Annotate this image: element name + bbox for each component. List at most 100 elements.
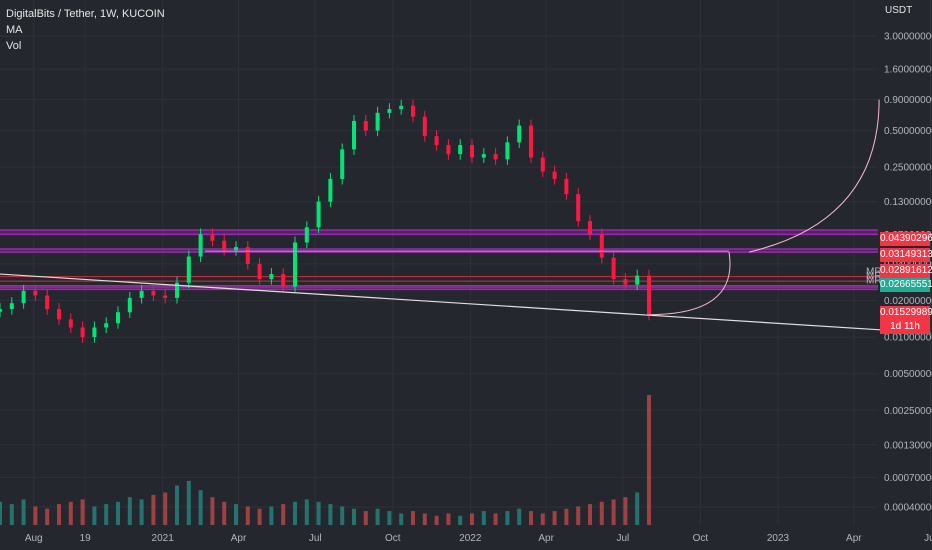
candle-body	[517, 125, 522, 143]
price-tick-label: 0.00250000	[884, 406, 932, 417]
level-label: MR	[866, 271, 882, 282]
volume-bar	[599, 501, 604, 525]
price-tick-label: 0.00070000	[884, 473, 932, 484]
volume-bar	[647, 395, 651, 525]
candle-body	[564, 178, 569, 195]
price-tag: 0.04390296	[880, 232, 932, 246]
volume-bar	[92, 506, 97, 525]
candle-body	[175, 282, 179, 298]
candle-body	[399, 105, 404, 110]
candle-body	[257, 263, 262, 280]
candle-body	[304, 227, 309, 243]
volume-bar	[588, 504, 592, 525]
price-tick-label: 0.00040000	[884, 503, 932, 514]
candle-body	[529, 125, 533, 158]
volume-bar	[293, 501, 297, 525]
candle-body	[80, 327, 85, 338]
candle-body	[552, 171, 557, 179]
candle-body	[470, 145, 474, 158]
candle-body	[576, 194, 581, 222]
price-tick-label: 3.00000000	[884, 32, 932, 43]
price-tick-label: 0.01000000	[884, 333, 932, 344]
volume-bar	[446, 513, 451, 525]
candle-body	[139, 290, 144, 298]
volume-bar	[340, 506, 345, 525]
projection-arc-upper	[748, 99, 880, 253]
candle-body	[481, 154, 486, 158]
candle-body	[0, 309, 2, 312]
candle-body	[269, 274, 274, 280]
candle-body	[186, 256, 191, 283]
volume-bar	[139, 499, 144, 525]
candle-body	[92, 327, 97, 338]
candle-body	[281, 274, 286, 287]
indicator-vol-label[interactable]: Vol	[6, 40, 22, 52]
volume-bar	[458, 515, 463, 525]
level-label: MR	[866, 267, 882, 278]
candle-body	[104, 323, 109, 328]
volume-bars	[0, 395, 651, 525]
zone-band	[0, 230, 878, 235]
time-tick-label: Apr	[231, 533, 247, 544]
candle-body	[434, 136, 439, 146]
time-tick-label: 2023	[767, 533, 790, 544]
candle-body	[387, 109, 392, 113]
candle-body	[68, 319, 73, 328]
candlesticks	[0, 99, 651, 343]
time-axis[interactable]: Aug 19 2021 Apr Jul Oct 2022 Apr Jul Oct 2023 Apr Ju…	[25, 533, 932, 544]
symbol-title[interactable]: DigitalBits / Tether, 1W, KUCOIN	[6, 8, 165, 20]
price-tick-label: 0.02000000	[884, 296, 932, 307]
candle-body	[588, 221, 592, 235]
volume-bar	[552, 511, 557, 525]
candle-body	[245, 247, 250, 264]
candle-body	[422, 116, 427, 137]
price-tag: 0.02665551	[880, 278, 932, 292]
indicator-ma-label[interactable]: MA	[6, 24, 23, 36]
volume-bar	[175, 485, 179, 525]
candle-body	[458, 145, 463, 155]
volume-bar	[0, 501, 2, 525]
time-tick-label: Aug	[25, 533, 43, 544]
candle-body	[411, 105, 415, 117]
volume-bar	[198, 490, 203, 525]
chart-grid	[0, 0, 932, 525]
candle-body	[222, 240, 227, 251]
volume-bar	[116, 501, 120, 525]
candle-body	[611, 257, 616, 280]
time-tick-label: Jul	[616, 533, 629, 544]
volume-bar	[363, 511, 368, 525]
volume-bar	[422, 513, 427, 525]
price-tick-label: 0.50000000	[884, 126, 932, 137]
volume-bar	[57, 504, 61, 525]
volume-bar	[576, 506, 581, 525]
price-tag: 0.01529989	[880, 306, 932, 320]
volume-bar	[21, 499, 26, 525]
candle-body	[127, 297, 132, 313]
time-tick-label: Jul	[309, 533, 322, 544]
time-tick-label: 2022	[459, 533, 482, 544]
candle-body	[647, 275, 651, 315]
candle-body	[623, 279, 628, 285]
volume-bar	[45, 508, 50, 525]
volume-bar	[257, 508, 262, 525]
volume-bar	[80, 499, 85, 525]
candle-body	[493, 154, 498, 160]
trendline	[0, 273, 931, 334]
projection-arc-lower	[648, 252, 731, 316]
time-tick-label: Apr	[538, 533, 554, 544]
volume-bar	[352, 508, 356, 525]
volume-bar	[9, 504, 14, 525]
volume-bar	[481, 511, 486, 525]
volume-bar	[611, 499, 616, 525]
volume-bar	[635, 492, 640, 525]
volume-bar	[151, 494, 156, 525]
volume-bar	[387, 511, 392, 525]
price-tick-label: 1.60000000	[884, 65, 932, 76]
volume-bar	[399, 513, 404, 525]
time-tick-label: Apr	[846, 533, 862, 544]
volume-bar	[33, 506, 38, 525]
volume-bar	[127, 497, 132, 525]
